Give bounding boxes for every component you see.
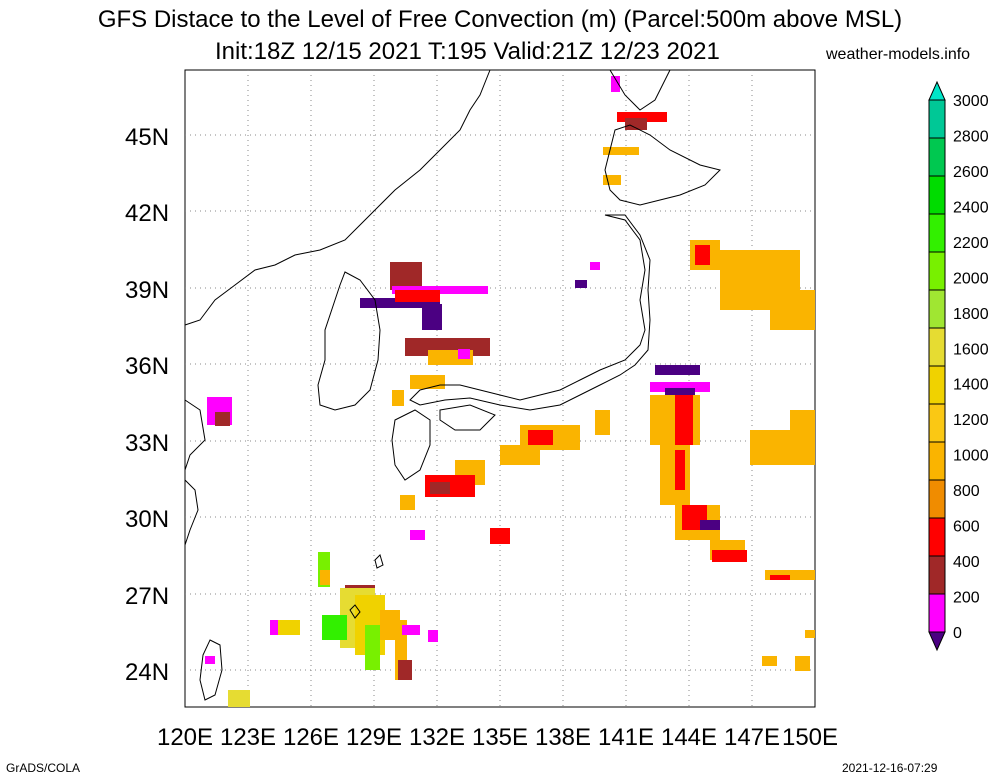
lat-tick-label: 45N	[125, 124, 169, 151]
colorbar-swatch	[928, 479, 946, 519]
colorbar-swatch	[928, 99, 946, 139]
lat-tick-label: 30N	[125, 506, 169, 533]
lon-tick-label: 123E	[220, 724, 276, 751]
lon-tick-label: 132E	[409, 724, 465, 751]
colorbar-label: 2200	[953, 235, 989, 252]
colorbar-label: 400	[953, 554, 980, 571]
colorbar-swatch	[928, 555, 946, 595]
colorbar-label: 3000	[953, 93, 989, 110]
colorbar-swatch	[928, 365, 946, 405]
lat-tick-label: 36N	[125, 353, 169, 380]
lat-tick-label: 39N	[125, 277, 169, 304]
lat-tick-label: 42N	[125, 200, 169, 227]
lon-tick-label: 138E	[535, 724, 591, 751]
colorbar-label: 200	[953, 590, 980, 607]
colorbar-label: 2800	[953, 128, 989, 145]
colorbar-swatch	[928, 137, 946, 177]
colorbar-label: 1200	[953, 412, 989, 429]
lat-tick-label: 33N	[125, 430, 169, 457]
colorbar-swatch	[928, 327, 946, 367]
lat-axis-labels: 45N 42N 39N 36N 33N 30N 27N 24N	[125, 124, 169, 686]
colorbar-swatch	[928, 175, 946, 215]
lat-tick-label: 27N	[125, 583, 169, 610]
colorbar-swatch	[928, 289, 946, 329]
colorbar-swatch	[928, 213, 946, 253]
lon-tick-label: 147E	[724, 724, 780, 751]
colorbar-swatch	[928, 441, 946, 481]
colorbar-top-arrow	[928, 80, 946, 101]
colorbar-swatch	[928, 403, 946, 443]
lon-tick-label: 120E	[157, 724, 213, 751]
colorbar-label: 2400	[953, 199, 989, 216]
chart-title: GFS Distace to the Level of Free Convect…	[97, 6, 903, 33]
lon-axis-labels: 120E 123E 126E 129E 132E 135E 138E 141E …	[157, 724, 838, 751]
colorbar-label: 800	[953, 483, 980, 500]
colorbar-swatch	[928, 593, 946, 633]
lon-tick-label: 144E	[661, 724, 717, 751]
lfc-shading	[205, 76, 815, 707]
footer-credit: GrADS/COLA	[6, 761, 81, 775]
lon-tick-label: 150E	[782, 724, 838, 751]
colorbar-label: 2000	[953, 270, 989, 287]
lon-tick-label: 141E	[598, 724, 654, 751]
colorbar-label: 1400	[953, 377, 989, 394]
chart-subtitle: Init:18Z 12/15 2021 T:195 Valid:21Z 12/2…	[215, 38, 720, 65]
colorbar-label: 1600	[953, 341, 989, 358]
colorbar-label: 2600	[953, 164, 989, 181]
footer-timestamp: 2021-12-16-07:29	[842, 761, 938, 775]
lat-tick-label: 24N	[125, 659, 169, 686]
coastlines	[184, 69, 721, 701]
colorbar-label: 600	[953, 519, 980, 536]
colorbar-swatch	[928, 517, 946, 557]
lon-tick-label: 135E	[472, 724, 528, 751]
colorbar-bottom-arrow	[928, 631, 946, 652]
colorbar-swatch	[928, 251, 946, 291]
colorbar: 3000280026002400220020001800160014001200…	[928, 80, 989, 652]
colorbar-label: 1000	[953, 448, 989, 465]
colorbar-label: 0	[953, 625, 962, 642]
source-site: weather-models.info	[826, 46, 971, 63]
lon-tick-label: 126E	[283, 724, 339, 751]
colorbar-label: 1800	[953, 306, 989, 323]
lon-tick-label: 129E	[346, 724, 402, 751]
